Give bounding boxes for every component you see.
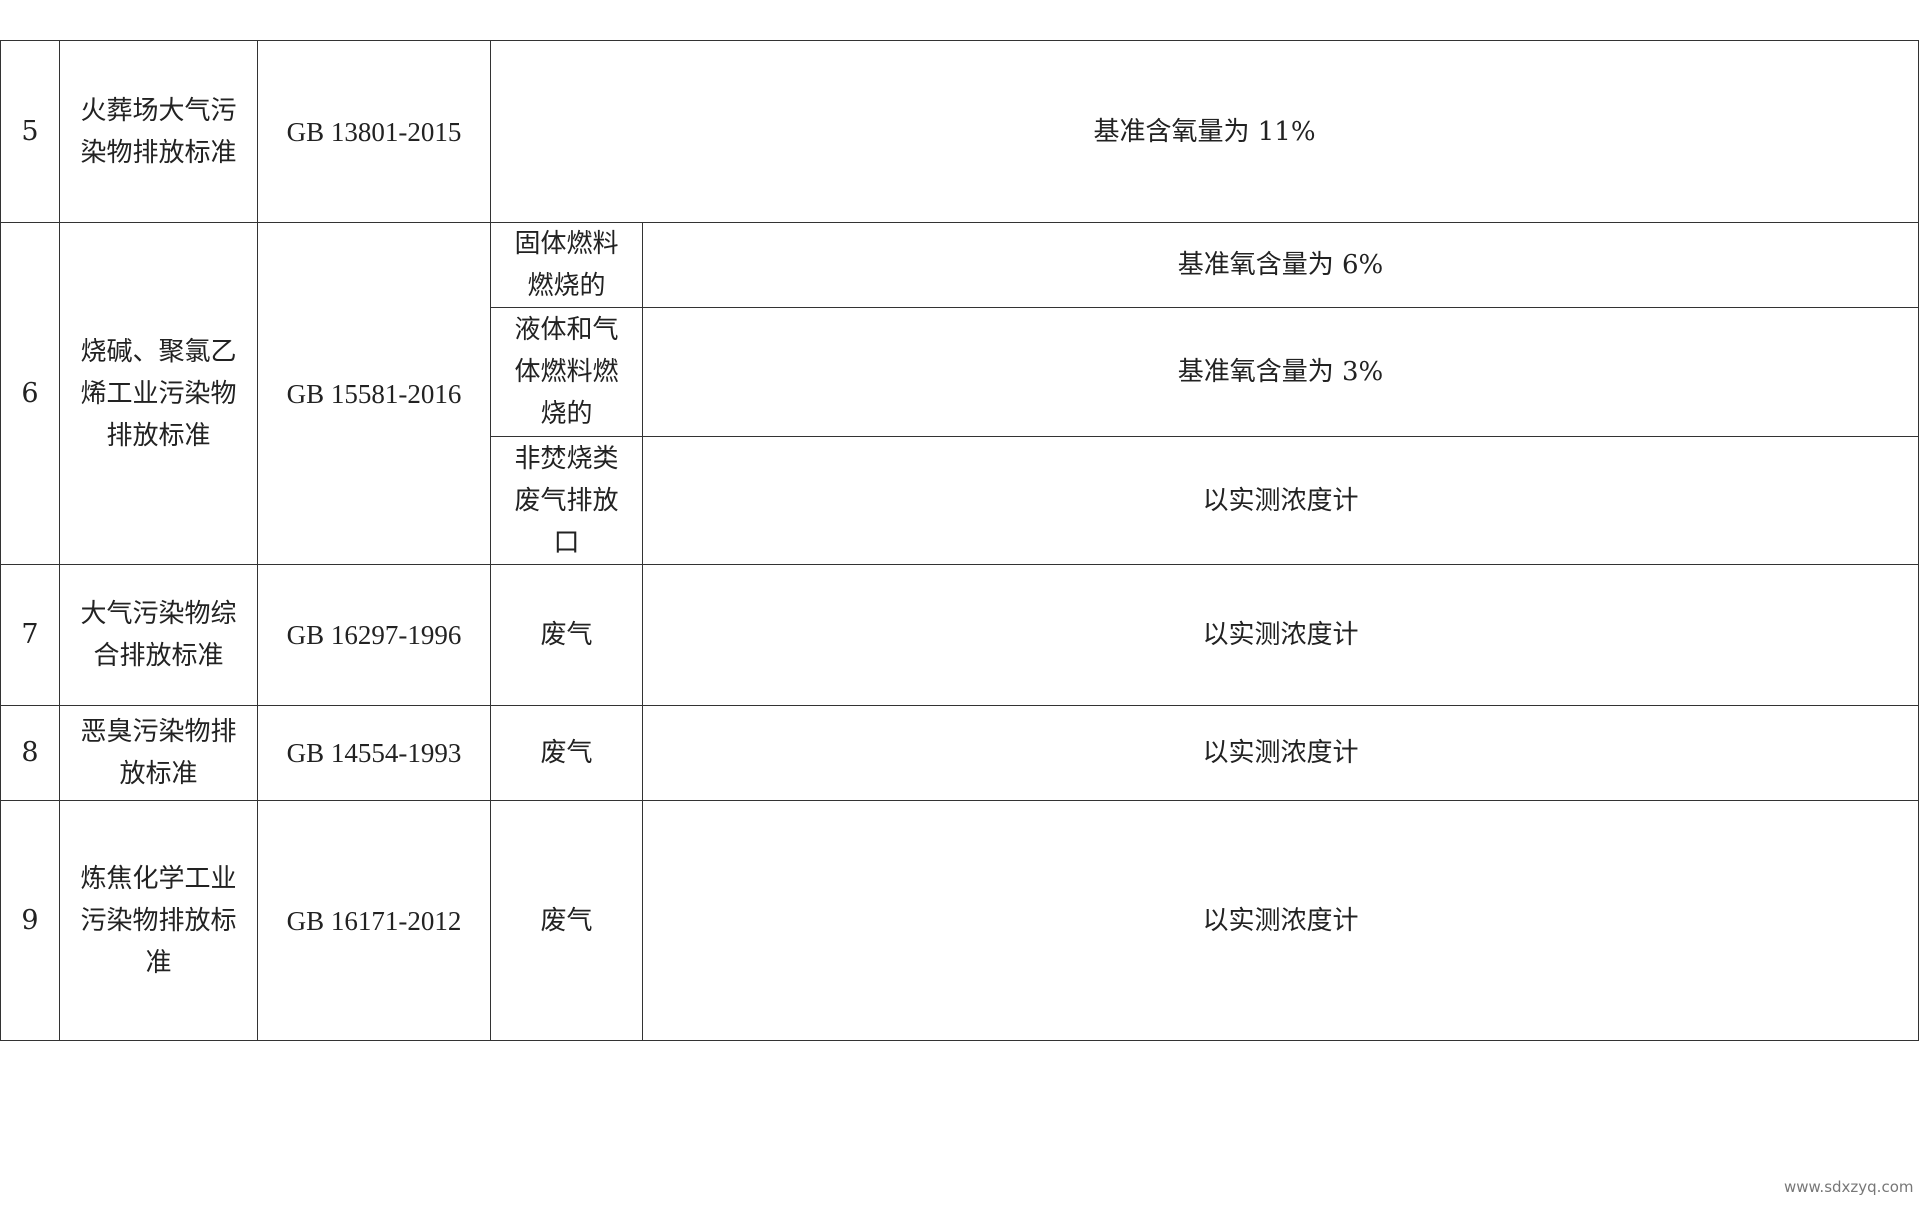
standard-name: 烧碱、聚氯乙烯工业污染物排放标准: [59, 222, 258, 565]
standard-code: GB 13801-2015: [257, 40, 491, 223]
table-row: 液体和气体燃料燃烧的 基准氧含量为 3%: [1, 307, 1919, 437]
reference-note: 基准氧含量为 6%: [642, 222, 1919, 308]
row-number: 7: [0, 564, 60, 706]
standard-code: GB 14554-1993: [257, 705, 491, 801]
source-type: 液体和气体燃料燃烧的: [490, 307, 643, 437]
table-row: 7 大气污染物综合排放标准 GB 16297-1996 废气 以实测浓度计: [0, 564, 1919, 706]
row-number: 5: [0, 40, 60, 223]
row-number: 6: [0, 222, 60, 565]
standard-name: 炼焦化学工业污染物排放标准: [59, 800, 258, 1041]
row-number: 8: [0, 705, 60, 801]
watermark: www.sdxzyq.com: [1784, 1178, 1914, 1196]
standard-code: GB 16297-1996: [257, 564, 491, 706]
standard-name: 大气污染物综合排放标准: [59, 564, 258, 706]
emission-standards-table: 5 火葬场大气污染物排放标准 GB 13801-2015 基准含氧量为 11% …: [0, 40, 1919, 1041]
table-row: 非焚烧类废气排放口 以实测浓度计: [1, 436, 1919, 565]
row-number: 9: [0, 800, 60, 1041]
source-type: 废气: [490, 705, 643, 801]
reference-note: 以实测浓度计: [642, 800, 1919, 1041]
reference-note: 以实测浓度计: [642, 436, 1919, 565]
reference-note: 以实测浓度计: [642, 564, 1919, 706]
standard-name: 火葬场大气污染物排放标准: [59, 40, 258, 223]
table-row: 5 火葬场大气污染物排放标准 GB 13801-2015 基准含氧量为 11%: [0, 40, 1919, 223]
source-type: 固体燃料燃烧的: [490, 222, 643, 308]
source-type: 废气: [490, 564, 643, 706]
standard-code: GB 15581-2016: [257, 222, 491, 565]
standard-code: GB 16171-2012: [257, 800, 491, 1041]
standard-name: 恶臭污染物排放标准: [59, 705, 258, 801]
reference-note: 以实测浓度计: [642, 705, 1919, 801]
table-row: 9 炼焦化学工业污染物排放标准 GB 16171-2012 废气 以实测浓度计: [0, 800, 1919, 1041]
reference-note: 基准氧含量为 3%: [642, 307, 1919, 437]
source-type: 非焚烧类废气排放口: [490, 436, 643, 565]
table-row: 6 烧碱、聚氯乙烯工业污染物排放标准 GB 15581-2016 固体燃料燃烧的…: [0, 222, 1919, 565]
table-row: 8 恶臭污染物排放标准 GB 14554-1993 废气 以实测浓度计: [0, 705, 1919, 801]
reference-note: 基准含氧量为 11%: [490, 40, 1919, 223]
source-type: 废气: [490, 800, 643, 1041]
